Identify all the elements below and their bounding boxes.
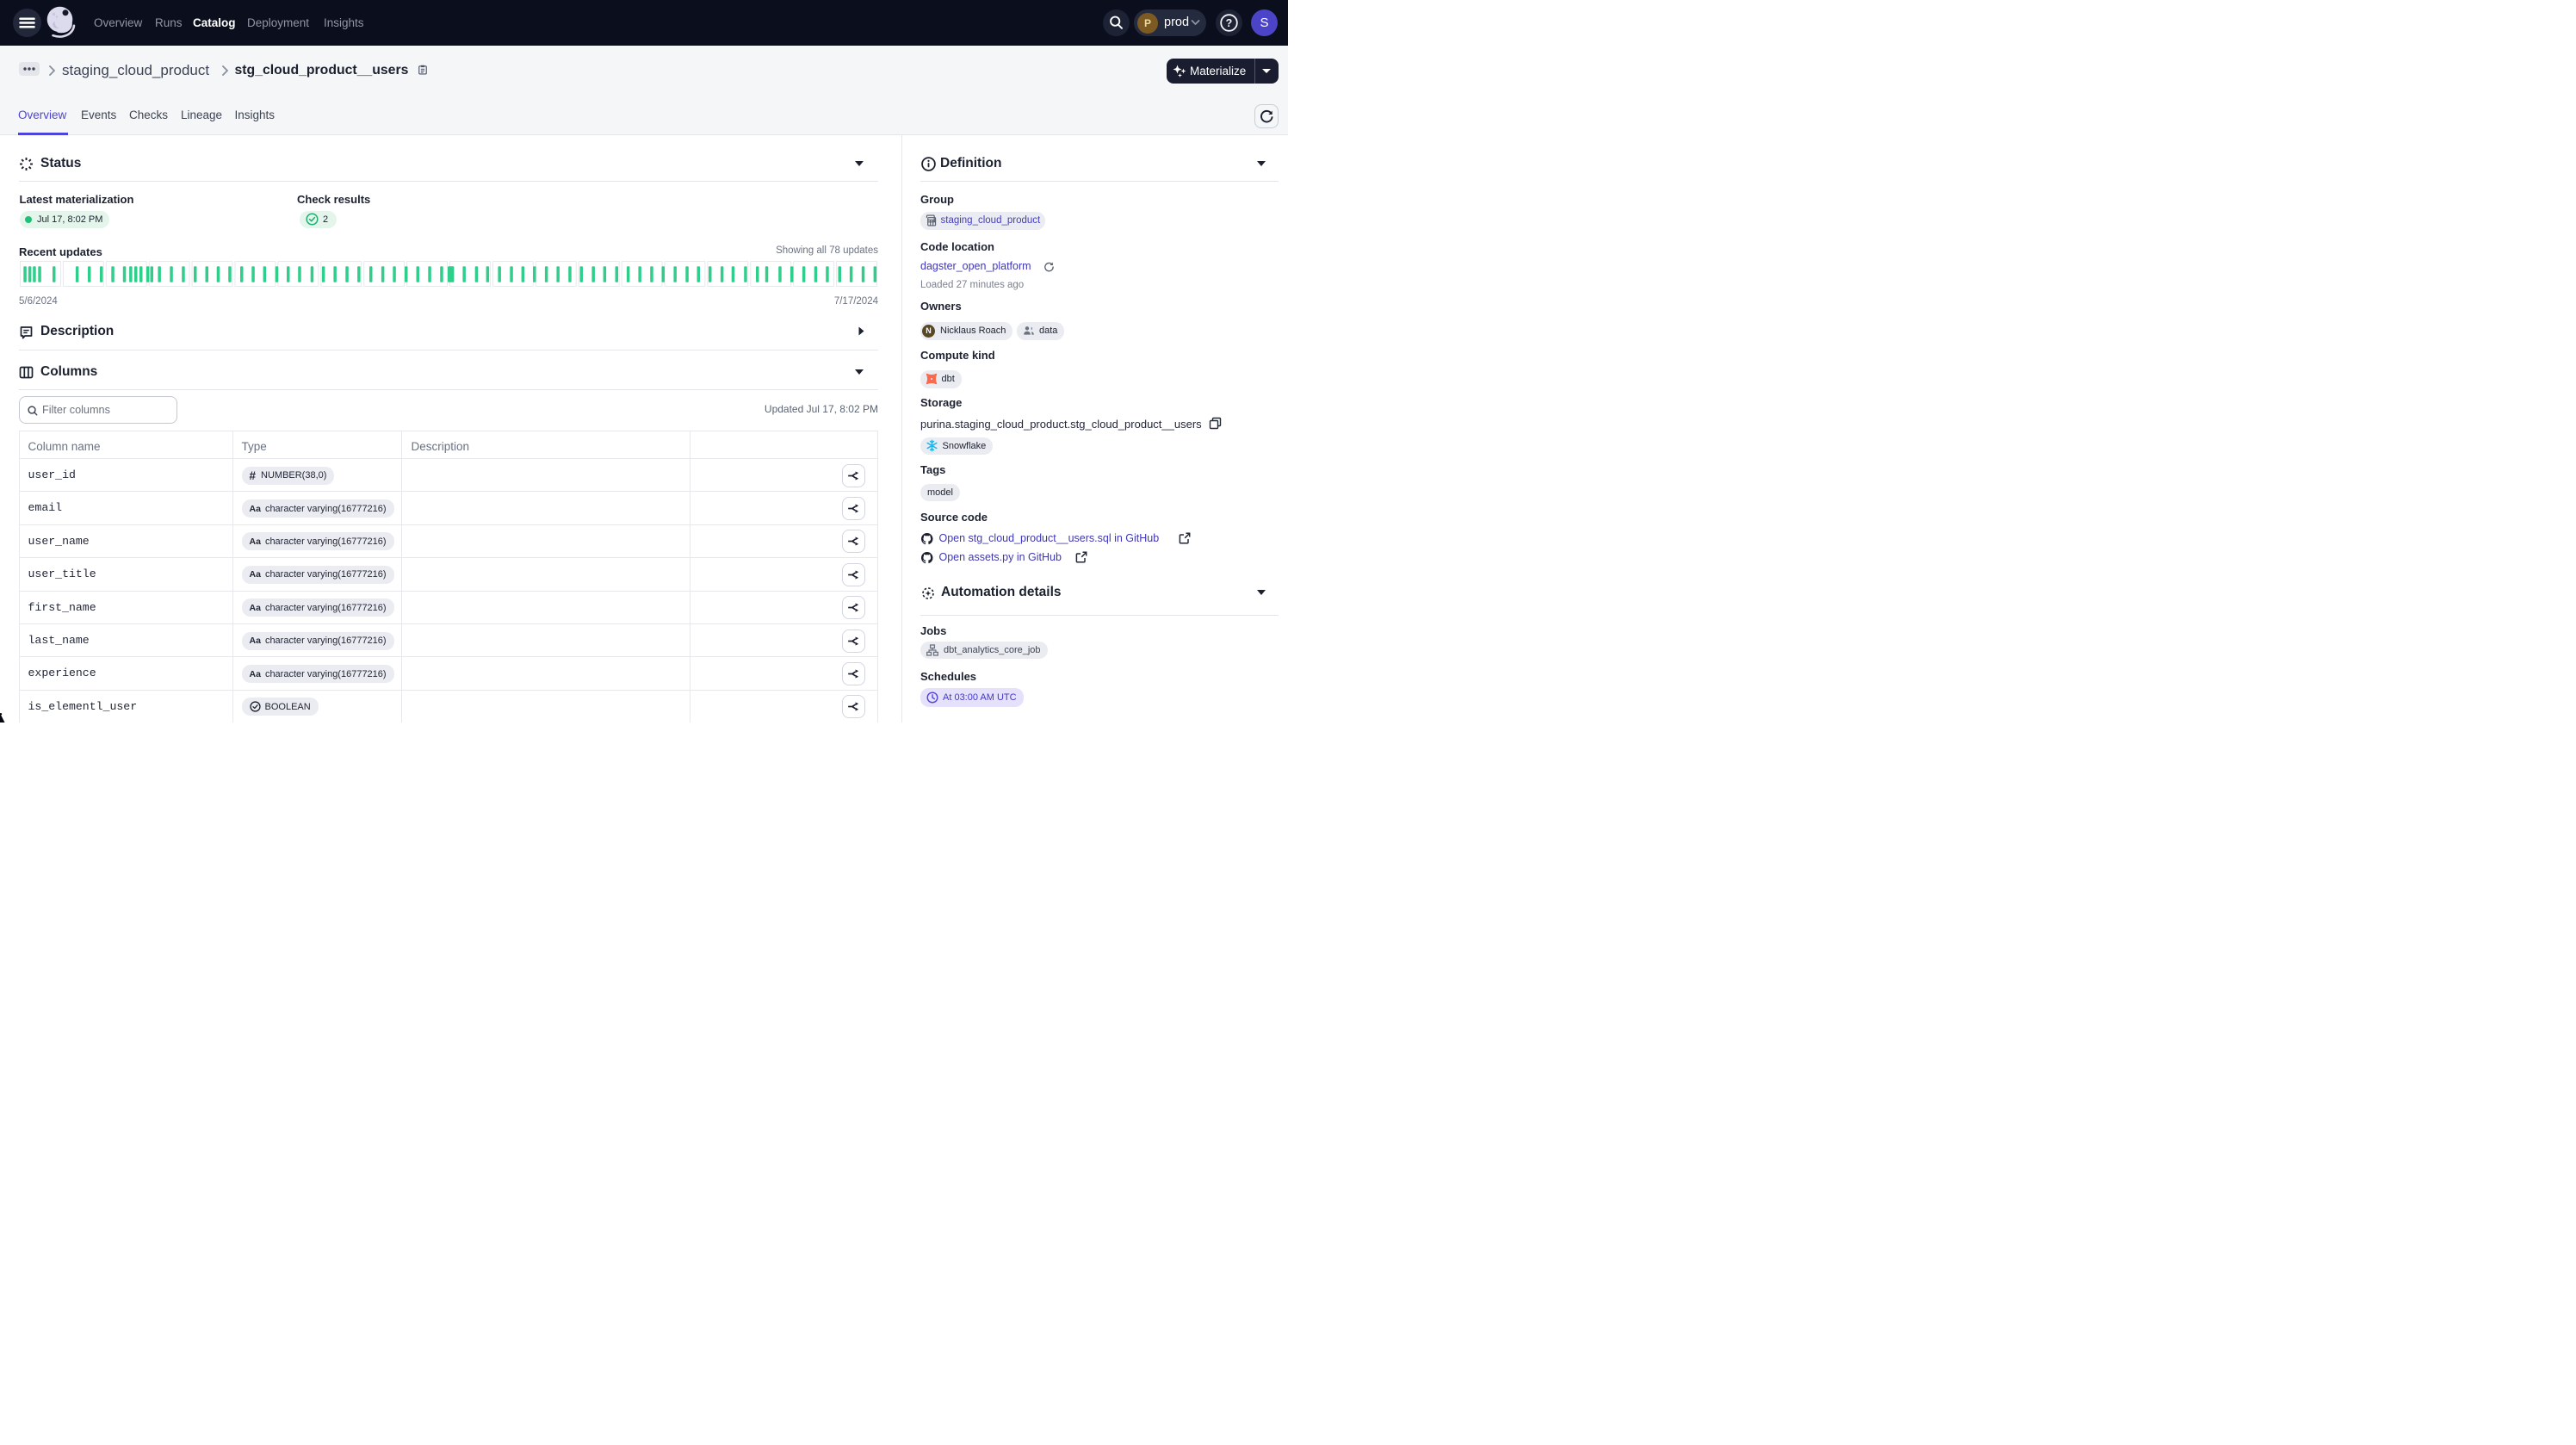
- svg-text:?: ?: [1226, 17, 1233, 29]
